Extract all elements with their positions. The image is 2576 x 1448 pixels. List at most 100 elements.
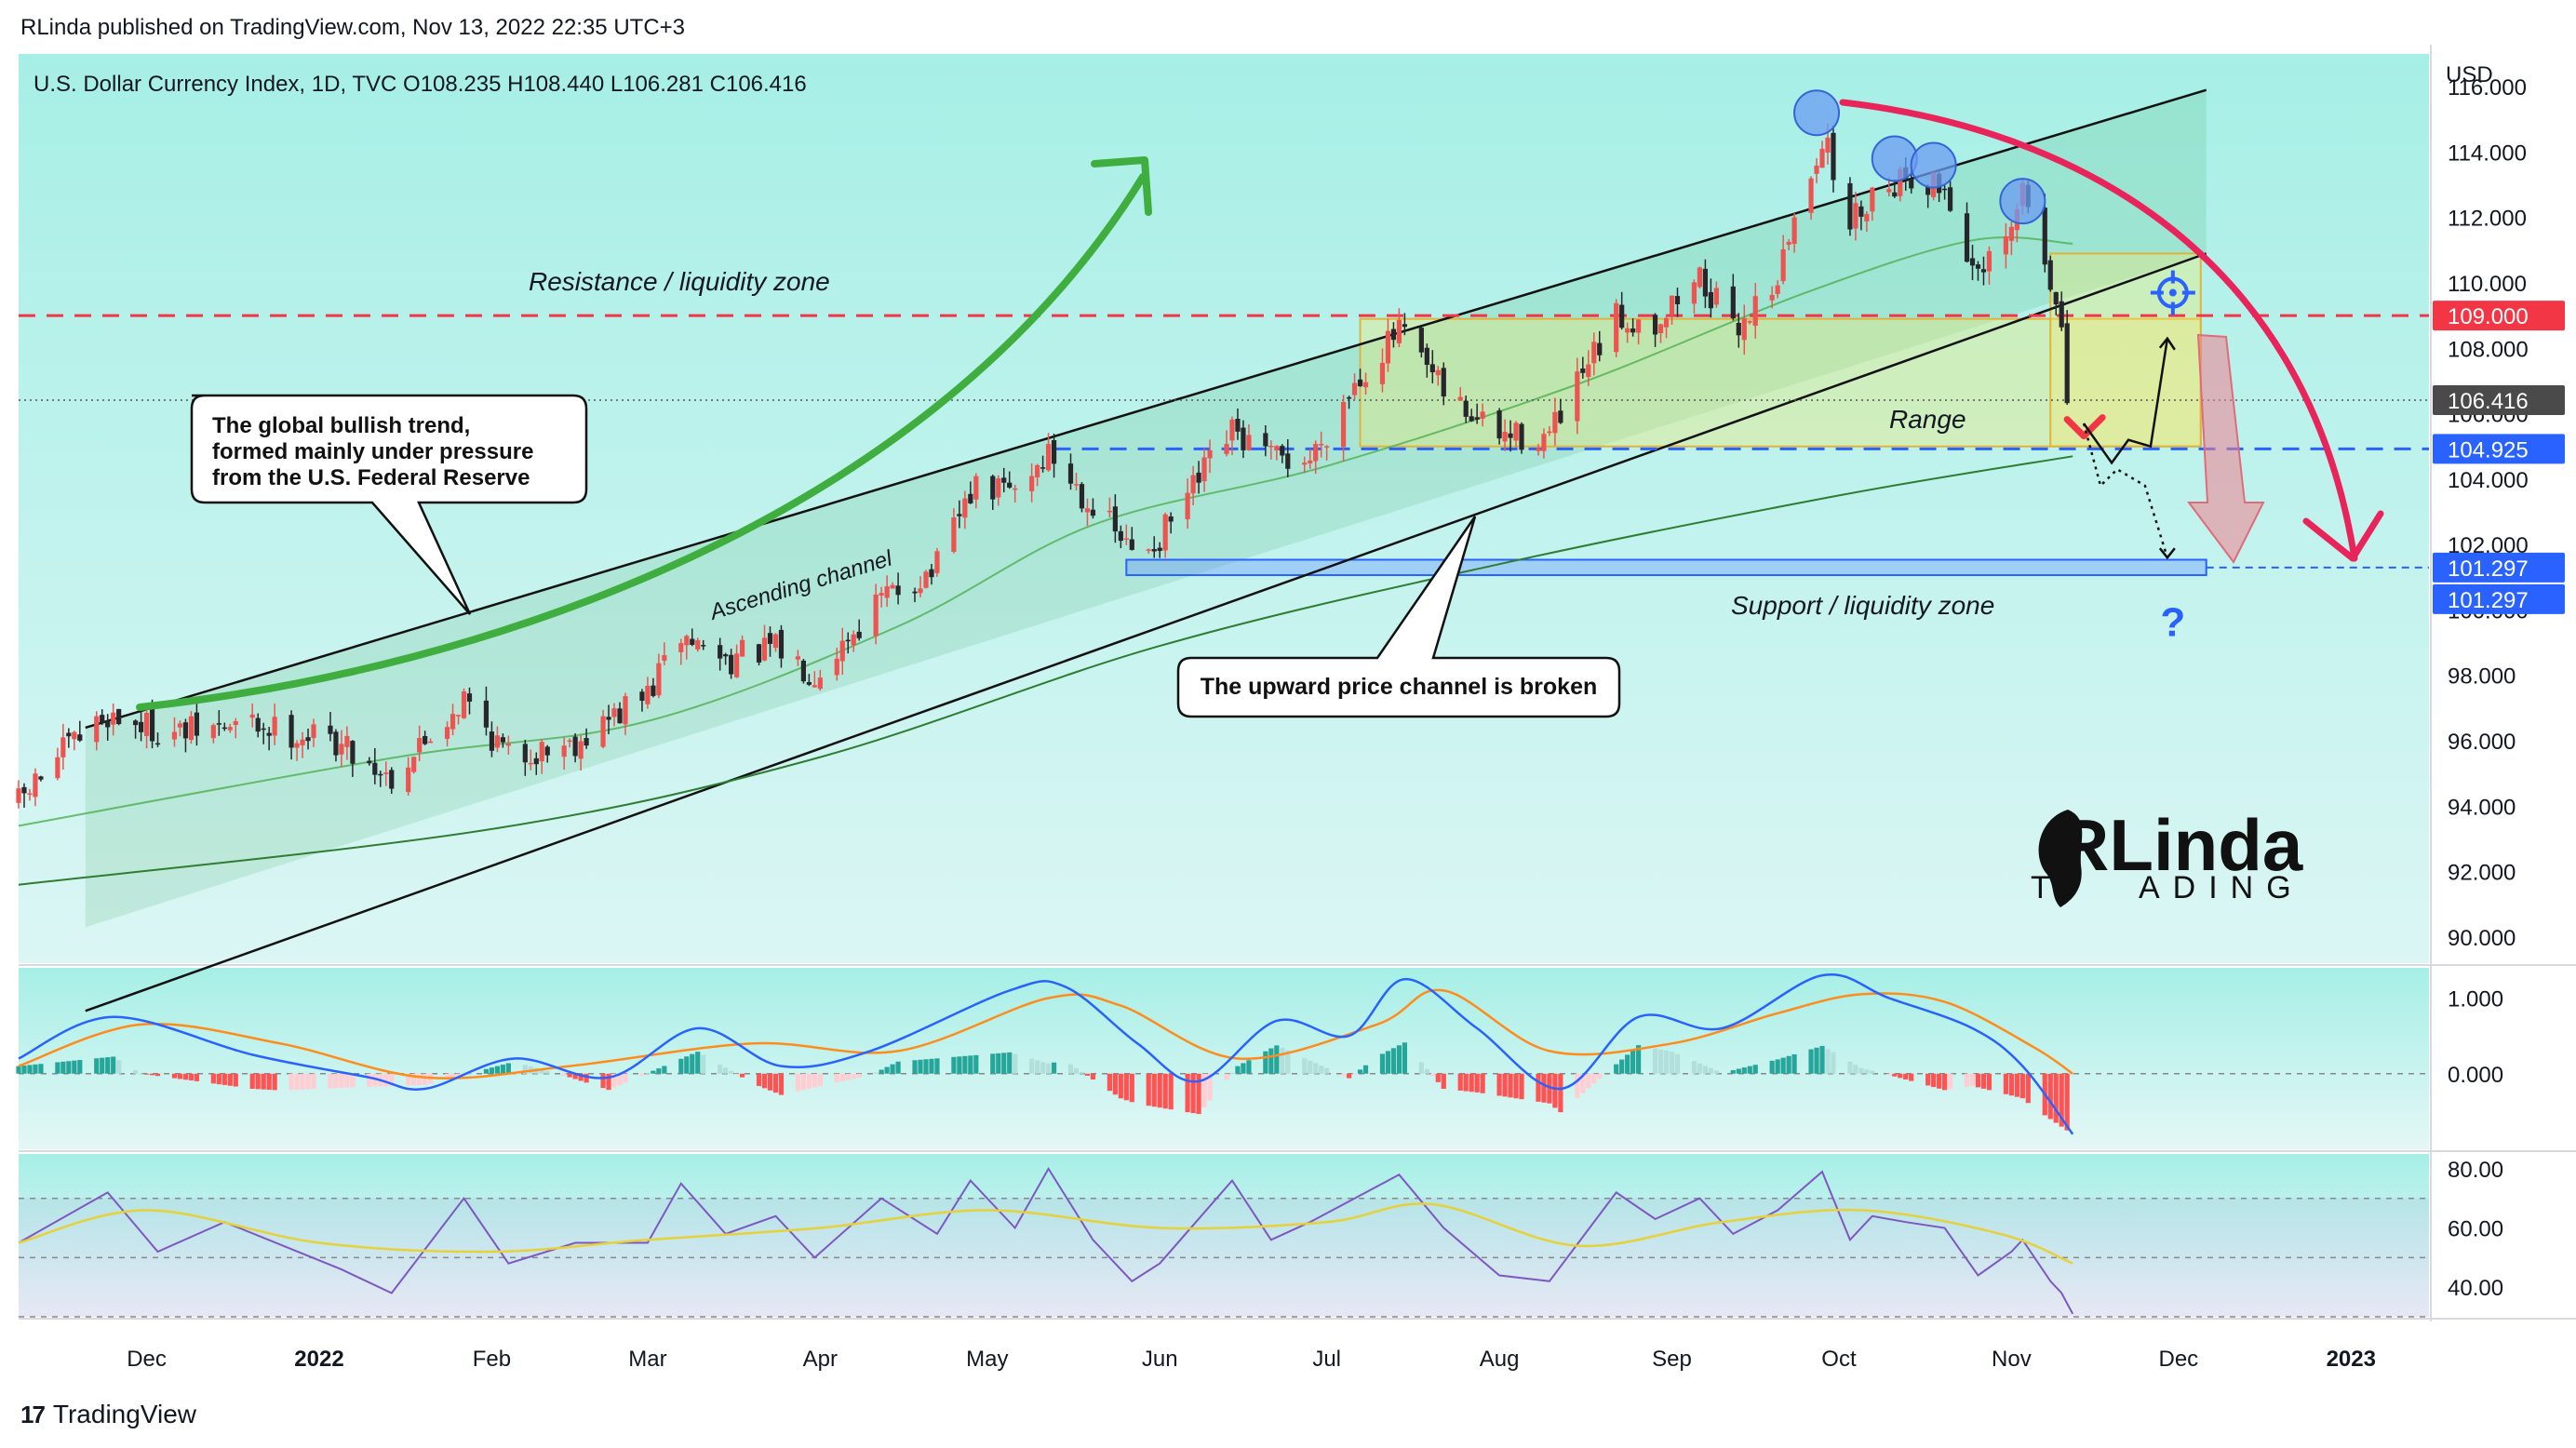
macd-hist-bar — [2064, 1073, 2070, 1131]
macd-hist-bar — [1418, 1062, 1424, 1074]
candle-2022-11-11 — [2064, 310, 2070, 406]
support-zone-label: Support / liquidity zone — [1731, 591, 1994, 620]
candle-2022-04-25 — [951, 508, 957, 554]
candle-2022-06-24 — [1285, 438, 1291, 477]
candle-body — [94, 716, 100, 743]
candle-body — [2047, 260, 2053, 290]
y-tick-92.000: 92.000 — [2448, 861, 2516, 886]
candle-2022-04-22 — [934, 547, 940, 577]
price-label-109.000: 109.000 — [2433, 301, 2565, 331]
candle-2022-05-24 — [1112, 494, 1118, 543]
macd-hist-bar — [423, 1073, 428, 1085]
macd-hist-bar — [1558, 1073, 1563, 1113]
macd-hist-bar — [761, 1073, 768, 1089]
candle-2022-08-05 — [1519, 422, 1524, 454]
candle-body — [2008, 226, 2014, 241]
candle-body — [662, 655, 667, 661]
macd-hist-bar — [1346, 1073, 1352, 1079]
ma-short-line — [18, 236, 2073, 827]
candle-body — [449, 714, 456, 730]
macd-hist-bar — [1469, 1073, 1474, 1093]
candle-2022-07-15 — [1402, 313, 1407, 336]
macd-hist-bar — [1630, 1050, 1636, 1074]
candle-body — [423, 735, 428, 744]
macd-hist-bar — [1051, 1062, 1057, 1074]
macd-hist-bar — [662, 1066, 667, 1074]
candle-body — [1385, 330, 1391, 364]
macd-hist-bar — [1575, 1073, 1580, 1098]
macd-hist-bar — [795, 1073, 801, 1092]
macd-hist-bar — [1736, 1068, 1741, 1074]
candle-body — [1541, 434, 1547, 451]
candle-2022-03-29 — [800, 658, 806, 684]
callout-broken-bubble — [1176, 516, 1621, 718]
candle-2021-12-17 — [233, 717, 238, 739]
candle-body — [1045, 444, 1052, 471]
candle-2022-11-01 — [2008, 221, 2014, 256]
macd-hist-bar — [1474, 1073, 1480, 1093]
candle-2022-03-25 — [778, 624, 785, 668]
macd-hist-bar — [311, 1073, 316, 1090]
macd-hist-bar — [1652, 1048, 1658, 1074]
macd-hist-bar — [1162, 1073, 1168, 1109]
candle-body — [561, 745, 567, 758]
candle-body — [328, 725, 333, 734]
candle-2022-01-17 — [406, 757, 411, 796]
candle-2022-04-05 — [839, 627, 845, 675]
macd-hist-bar — [1151, 1073, 1157, 1107]
candle-2022-09-27 — [1814, 157, 1819, 183]
macd-hist-bar — [957, 1056, 962, 1074]
macd-hist-bar — [177, 1073, 183, 1079]
candle-body — [1909, 179, 1914, 189]
candle-2021-12-27 — [288, 710, 294, 760]
callout-bullish-line-3: from the U.S. Federal Reserve — [212, 465, 530, 490]
macd-hist-bar — [339, 1073, 344, 1089]
candle-body — [1730, 286, 1736, 319]
macd-hist-bar — [656, 1068, 662, 1074]
candle-body — [1280, 446, 1285, 456]
macd-hist-bar — [1513, 1073, 1519, 1099]
candle-body — [494, 735, 501, 748]
candle-2022-08-17 — [1586, 350, 1591, 386]
candle-body — [1435, 369, 1441, 376]
candle-2022-09-14 — [1741, 304, 1747, 355]
candle-2022-09-15 — [1747, 320, 1752, 325]
candle-2022-08-16 — [1580, 356, 1586, 379]
candle-body — [1424, 347, 1429, 365]
macd-hist-bar — [1313, 1063, 1319, 1074]
macd-hist-bar — [1663, 1051, 1670, 1074]
callout-bullish-trend: The global bullish trend,formed mainly u… — [190, 394, 588, 615]
x-tick-feb: Feb — [473, 1347, 511, 1372]
candle-body — [1463, 400, 1469, 417]
macd-hist-bar — [1341, 1073, 1347, 1076]
candle-2022-05-20 — [1090, 498, 1096, 519]
macd-hist-bar — [1980, 1073, 1987, 1089]
x-tick-2023: 2023 — [2327, 1347, 2376, 1372]
candle-2022-09-26 — [1808, 176, 1814, 221]
macd-hist-bar — [233, 1073, 238, 1087]
candle-body — [1657, 324, 1664, 334]
macd-hist-bar — [851, 1073, 856, 1079]
candle-body — [1898, 168, 1903, 196]
candle-body — [55, 757, 60, 779]
candle-body — [1224, 444, 1229, 454]
candle-2022-06-08 — [1196, 461, 1201, 494]
projection-dotted-head — [2158, 547, 2176, 560]
candle-body — [72, 731, 77, 740]
candle-2022-03-24 — [772, 633, 779, 652]
candle-body — [772, 634, 779, 649]
candle-2021-11-10 — [27, 788, 33, 801]
macd-hist-bar — [772, 1073, 779, 1093]
candle-2022-06-28 — [1308, 449, 1313, 469]
rsi-ma-line — [18, 1202, 2073, 1265]
macd-hist-bar — [367, 1073, 372, 1087]
candle-2022-01-03 — [328, 712, 333, 742]
x-tick-sep: Sep — [1652, 1347, 1692, 1372]
candle-body — [1791, 217, 1797, 245]
candle-body — [873, 594, 879, 637]
candle-body — [216, 723, 221, 725]
candle-body — [1580, 369, 1586, 373]
candle-body — [962, 498, 968, 518]
candle-body — [912, 591, 918, 594]
